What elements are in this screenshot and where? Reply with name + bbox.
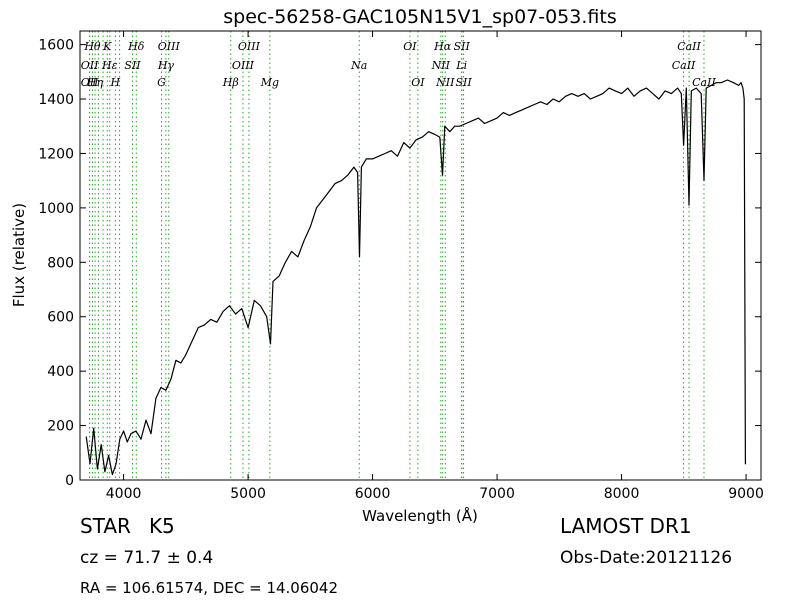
subclass-label: K5 <box>148 514 175 538</box>
radec-text: RA = 106.61574, DEC = 14.06042 <box>80 579 339 597</box>
y-tick-label: 1200 <box>38 146 74 162</box>
line-marker-label: NII <box>435 76 455 89</box>
spectrum-line-0 <box>85 79 747 476</box>
line-marker-label: Hγ <box>157 59 175 72</box>
line-marker-label: K <box>102 40 112 53</box>
y-tick-label: 1000 <box>38 201 74 217</box>
plot-frame <box>79 30 762 481</box>
line-marker-label: Hβ <box>222 76 239 89</box>
y-tick-label: 0 <box>65 473 74 489</box>
x-tick-label: 4000 <box>106 486 142 502</box>
line-marker-label: H <box>110 76 121 89</box>
y-tick-label: 400 <box>47 364 74 380</box>
x-tick-label: 5000 <box>230 486 266 502</box>
series-layer <box>85 79 747 476</box>
line-marker-label: OII <box>81 59 99 72</box>
line-markers <box>89 31 705 480</box>
line-marker-label: Hε <box>101 59 118 72</box>
line-marker-label: CaII <box>677 40 701 53</box>
x-tick-label: 7000 <box>479 486 515 502</box>
line-marker-label: Na <box>350 59 367 72</box>
line-marker-label: G <box>157 76 166 89</box>
line-marker-label: OII <box>81 76 99 89</box>
survey-label: LAMOST DR1 <box>560 514 692 538</box>
x-tick-label: 6000 <box>355 486 391 502</box>
line-marker-label: NII <box>431 59 451 72</box>
line-marker-label: OIII <box>238 40 261 53</box>
line-marker-label: Hη <box>86 76 104 89</box>
y-tick-label: 200 <box>47 419 74 435</box>
y-tick-label: 1600 <box>38 38 74 54</box>
line-marker-label: OIII <box>232 59 255 72</box>
x-tick-label: 9000 <box>728 486 764 502</box>
x-tick-label: 8000 <box>604 486 640 502</box>
line-marker-label: SII <box>454 40 471 53</box>
line-marker-label: CaII <box>692 76 716 89</box>
chart-title: spec-56258-GAC105N15V1_sp07-053.fits <box>223 6 617 28</box>
line-marker-label: Hθ <box>83 40 101 53</box>
y-tick-label: 800 <box>47 255 74 271</box>
line-marker-label: Mg <box>260 76 279 89</box>
y-tick-label: 1400 <box>38 92 74 108</box>
line-marker-label: Hδ <box>127 40 145 53</box>
line-marker-label: SII <box>124 59 141 72</box>
line-marker-label: CaII <box>672 59 696 72</box>
line-marker-label: Hα <box>433 40 452 53</box>
line-marker-label: SII <box>455 76 472 89</box>
line-marker-label: OIII <box>158 40 181 53</box>
axes: 4000 5000 6000 7000 8000 9000 0 200 400 600 800 100… <box>38 31 764 502</box>
line-marker-labels: OIIOIIHθHηKHεHSIIHδGHγOIIIHβOIIIOIIIMgNa… <box>81 40 717 89</box>
y-axis-label: Flux (relative) <box>10 203 28 307</box>
x-axis-label: Wavelength (Å) <box>362 506 478 525</box>
line-marker-label: OI <box>403 40 417 53</box>
class-label: STAR <box>80 514 131 538</box>
redshift-text: cz = 71.7 ± 0.4 <box>80 548 214 568</box>
object-class: STAR K5 <box>80 514 175 538</box>
y-tick-label: 600 <box>47 310 74 326</box>
line-marker-label: OI <box>411 76 425 89</box>
line-marker-label: Li <box>455 59 467 72</box>
obs-date: Obs-Date:20121126 <box>560 548 733 568</box>
